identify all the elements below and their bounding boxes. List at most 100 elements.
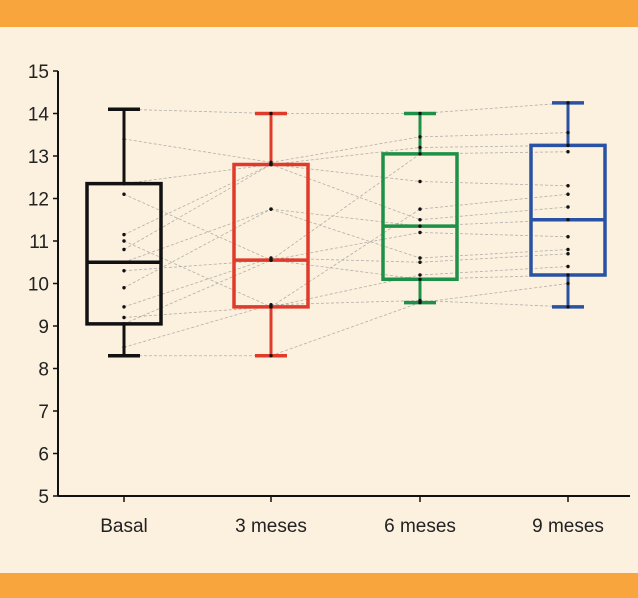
data-point-11-2 [418,152,422,156]
connector-line-14-0 [123,108,272,114]
data-point-7-2 [418,224,422,228]
y-tick-label-15: 15 [28,62,49,83]
top-banner [0,0,638,27]
y-tick-label-13: 13 [28,147,49,168]
connector-line-8-0 [123,164,272,250]
data-point-11-3 [566,150,570,154]
data-point-2-0 [122,322,126,326]
data-point-0-1 [269,354,273,358]
data-point-8-0 [122,247,126,252]
data-point-7-3 [566,218,570,222]
data-point-0-3 [566,281,570,286]
connector-line-14-2 [419,102,569,114]
data-point-6-0 [122,269,126,273]
data-point-7-0 [122,260,126,264]
y-tick-label-5: 5 [38,487,49,508]
data-point-9-3 [566,192,570,196]
connector-line-9-0 [123,240,272,308]
data-point-9-2 [418,207,422,211]
connector-line-6-2 [419,232,569,238]
connector-line-1-0 [123,304,272,348]
data-point-10-3 [566,184,570,188]
box-3-meses [232,162,310,309]
data-point-14-2 [418,111,422,116]
data-point-14-0 [122,107,126,111]
connector-line-1-2 [419,300,569,308]
data-point-13-0 [122,137,126,141]
data-point-1-0 [122,345,126,349]
data-point-7-1 [269,207,273,211]
data-point-4-2 [418,260,422,264]
x-category-label-basal: Basal [100,516,148,537]
data-point-1-3 [566,305,570,309]
y-tick-label-7: 7 [38,402,49,423]
data-point-4-0 [122,305,126,309]
data-point-12-0 [122,181,126,186]
connector-line-11-1 [270,153,421,261]
connector-line-0-2 [419,283,569,304]
connector-line-13-1 [270,136,421,163]
connector-line-9-1 [270,208,421,308]
data-point-6-2 [418,230,422,235]
data-point-5-0 [122,286,126,290]
data-point-6-3 [566,235,570,239]
data-point-3-2 [418,273,422,277]
connector-line-4-0 [123,257,272,308]
data-point-1-2 [418,298,422,303]
y-tick-label-10: 10 [28,275,49,296]
connector-line-8-1 [270,164,421,221]
connector-line-5-2 [419,249,569,259]
connector-line-8-2 [419,206,569,221]
data-point-12-2 [418,145,422,150]
x-category-label-6-meses: 6 meses [384,516,456,537]
data-point-3-0 [122,315,126,320]
y-tick-label-6: 6 [38,445,49,466]
connector-line-7-0 [123,208,272,263]
data-point-9-1 [269,305,273,309]
data-point-0-0 [122,354,126,358]
data-point-2-3 [566,273,570,277]
x-category-label-9-meses: 9 meses [532,516,604,537]
data-point-13-2 [418,135,422,139]
connector-line-4-2 [419,253,569,263]
box-basal [85,181,163,326]
y-tick-label-11: 11 [29,232,49,253]
data-point-11-0 [122,192,126,196]
connector-line-10-2 [419,181,569,187]
data-point-11-1 [269,258,273,262]
data-point-10-2 [418,179,422,184]
connector-line-2-1 [270,259,421,280]
connector-line-12-0 [123,164,272,185]
connector-line-6-1 [270,232,421,261]
connector-line-10-1 [270,164,421,182]
data-point-14-1 [269,111,273,116]
connector-line-2-0 [123,259,272,325]
connector-line-5-0 [123,208,272,289]
data-point-5-2 [418,256,422,260]
data-point-2-2 [418,277,422,281]
data-point-14-3 [566,101,570,105]
y-tick-label-9: 9 [38,317,49,338]
data-point-3-3 [566,264,570,269]
connector-line-6-0 [123,259,272,272]
connector-line-1-1 [270,300,421,306]
connector-line-3-0 [123,306,272,318]
connector-line-12-1 [270,147,421,165]
connector-line-13-0 [123,138,272,163]
bottom-banner [0,573,638,598]
connector-line-11-0 [123,193,272,261]
data-point-13-3 [566,130,570,135]
data-point-5-3 [566,247,570,252]
connector-line-5-1 [270,208,421,259]
connector-line-0-1 [270,302,421,357]
x-category-label-3-meses: 3 meses [235,516,307,537]
data-point-9-0 [122,239,126,243]
data-point-8-3 [566,205,570,209]
connector-line-10-0 [123,164,272,235]
data-point-10-0 [122,232,126,237]
y-tick-label-12: 12 [28,190,49,211]
connector-line-13-2 [419,132,569,138]
y-tick-label-14: 14 [28,105,50,126]
data-point-12-3 [566,143,570,148]
